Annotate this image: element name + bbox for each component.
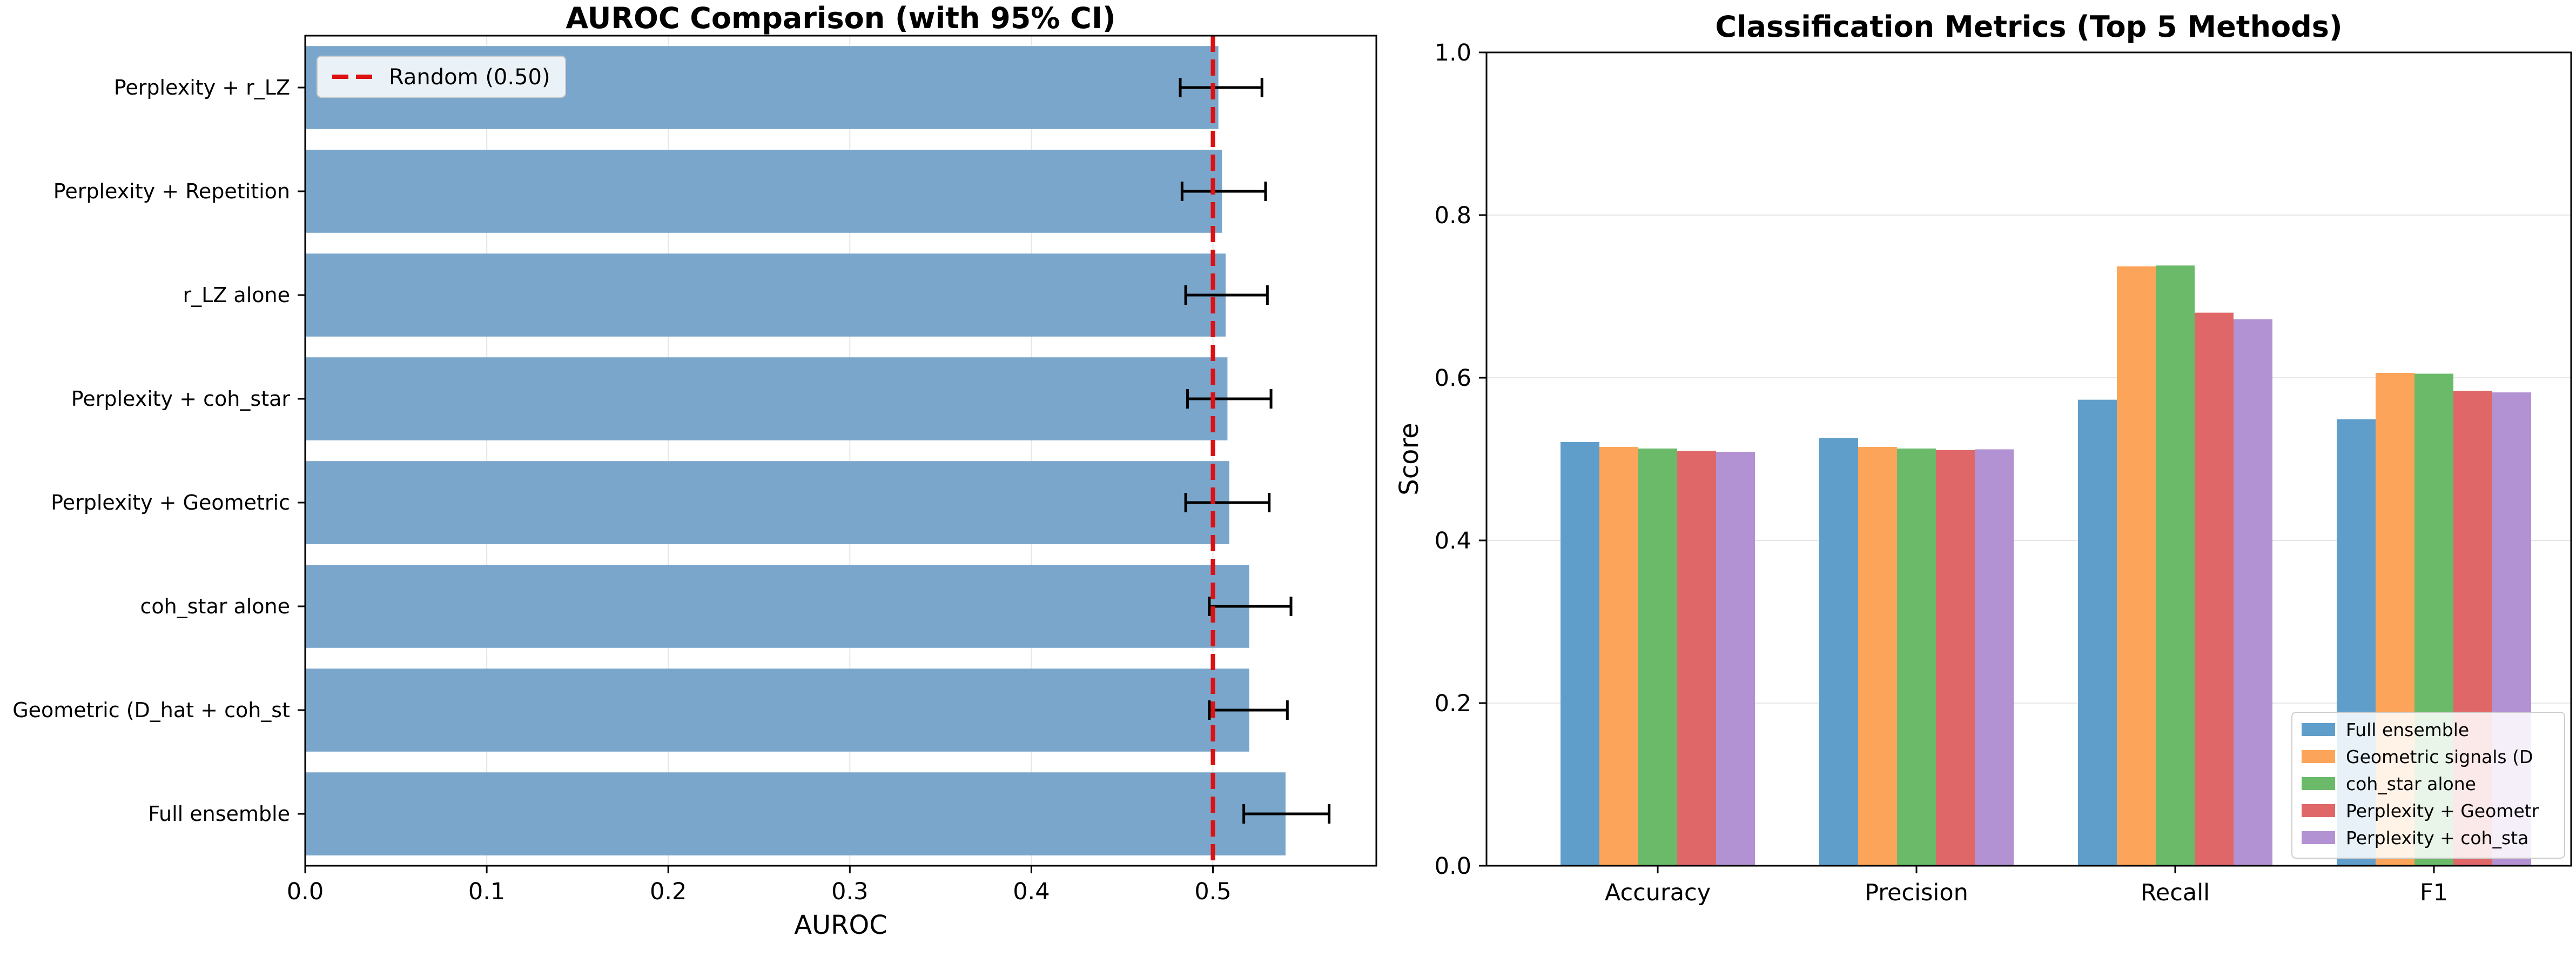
- right-y-ticks: 0.0 0.2 0.4 0.6 0.8 1.0: [1435, 39, 1487, 880]
- auroc-bars: [305, 46, 1286, 855]
- y-tick-label: Perplexity + Geometric: [51, 491, 290, 514]
- y-tick-label: Full ensemble: [148, 802, 290, 826]
- metric-bar: [1638, 448, 1677, 866]
- y-tick-label: Perplexity + Repetition: [53, 179, 290, 203]
- left-legend-box: [317, 56, 566, 98]
- y-tick-label: 1.0: [1435, 39, 1471, 66]
- right-axes-frame: [1485, 51, 2572, 867]
- x-tick-label: Recall: [2141, 879, 2210, 906]
- right-x-ticks: Accuracy Precision Recall F1: [1605, 866, 2448, 906]
- y-tick-label: 0.6: [1435, 365, 1471, 392]
- left-legend-label: Random (0.50): [389, 65, 550, 90]
- metric-bar: [1819, 438, 1858, 866]
- legend-swatch: [2302, 804, 2335, 817]
- left-x-ticks: 0.0 0.1 0.2 0.3 0.4 0.5: [287, 866, 1232, 905]
- x-tick-label: 0.3: [831, 878, 868, 905]
- legend-swatch: [2302, 777, 2335, 790]
- right-legend: Full ensemble Geometric signals (D coh_sta…: [2291, 712, 2565, 859]
- metric-bar: [2117, 266, 2156, 866]
- metric-bar: [1858, 446, 1897, 866]
- legend-label: Geometric signals (D: [2346, 746, 2533, 767]
- y-tick-label: Perplexity + r_LZ: [114, 76, 290, 99]
- legend-label: Full ensemble: [2346, 719, 2469, 740]
- auroc-bar: [305, 357, 1228, 440]
- y-tick-label: 0.0: [1435, 853, 1471, 880]
- y-tick-label: Perplexity + coh_star: [71, 387, 291, 411]
- legend-swatch: [2302, 750, 2335, 763]
- metric-bar: [1897, 448, 1936, 866]
- metric-bar: [2195, 312, 2234, 866]
- metric-bar: [1975, 449, 2014, 866]
- auroc-bar: [305, 565, 1249, 648]
- auroc-bar: [305, 668, 1249, 752]
- y-tick-label: 0.8: [1435, 202, 1471, 229]
- left-axes-frame: [304, 35, 1377, 867]
- metric-bar: [2156, 265, 2195, 866]
- x-tick-label: 0.1: [468, 878, 505, 905]
- classification-metrics-panel: Accuracy Precision Recall F1 0.00.20.40.60.…: [1394, 10, 2572, 906]
- legend-swatch: [2302, 831, 2335, 844]
- legend-label: Perplexity + Geometr: [2346, 800, 2539, 821]
- right-chart-title: Classification Metrics (Top 5 Methods): [1715, 10, 2342, 44]
- right-y-axis-label: Score: [1394, 423, 1424, 495]
- auroc-bar: [305, 461, 1229, 544]
- legend-label: coh_star alone: [2346, 773, 2476, 794]
- y-tick-label: r_LZ alone: [183, 283, 290, 307]
- x-tick-label: 0.4: [1013, 878, 1050, 905]
- x-tick-label: Precision: [1865, 879, 1968, 906]
- metric-bar: [2078, 399, 2117, 866]
- x-tick-label: Accuracy: [1605, 879, 1711, 906]
- metric-bar: [1561, 442, 1599, 866]
- metric-bar: [1677, 451, 1716, 866]
- y-tick-label: 0.2: [1435, 690, 1471, 717]
- auroc-comparison-panel: 0.0 0.1 0.2 0.3 0.4 0.5 Perplexity + r_LZPerp…: [12, 1, 1377, 940]
- x-tick-label: 0.0: [287, 878, 324, 905]
- x-tick-label: 0.2: [650, 878, 687, 905]
- metric-bars: [1561, 265, 2531, 866]
- left-legend: Random (0.50): [317, 56, 566, 98]
- x-tick-label: 0.5: [1194, 878, 1231, 905]
- left-y-ticks: Perplexity + r_LZ Perplexity + Repetition…: [12, 76, 305, 826]
- x-tick-label: F1: [2420, 879, 2448, 906]
- legend-label: Perplexity + coh_sta: [2346, 827, 2528, 848]
- metric-bar: [1599, 446, 1638, 866]
- auroc-bar: [305, 253, 1226, 337]
- right-legend-box: [2291, 712, 2565, 859]
- ci-error-bars: [1179, 78, 1331, 824]
- y-tick-label: Geometric (D_hat + coh_st: [12, 698, 290, 722]
- y-tick-label: 0.4: [1435, 527, 1471, 554]
- left-x-axis-label: AUROC: [794, 910, 887, 940]
- left-chart-title: AUROC Comparison (with 95% CI): [566, 1, 1115, 35]
- metric-bar: [1936, 450, 1975, 866]
- auroc-bar: [305, 772, 1286, 855]
- legend-swatch: [2302, 723, 2335, 736]
- y-tick-label: coh_star alone: [140, 594, 290, 618]
- metric-bar: [2234, 319, 2272, 866]
- metric-bar: [1716, 451, 1755, 866]
- auroc-bar: [305, 150, 1222, 233]
